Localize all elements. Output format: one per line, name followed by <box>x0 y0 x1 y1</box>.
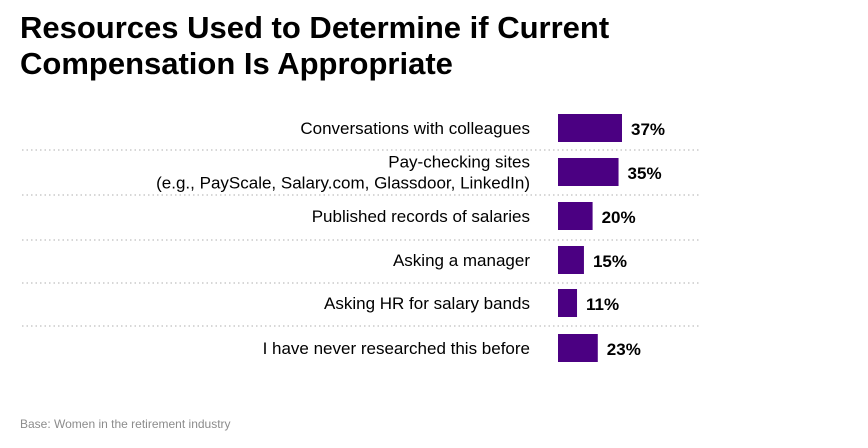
bar <box>558 246 584 274</box>
category-label: I have never researched this before <box>263 339 530 358</box>
bar <box>558 289 578 317</box>
chart-title-line-2: Compensation Is Appropriate <box>20 46 453 81</box>
category-label-line: Published records of salaries <box>312 207 530 226</box>
chart-title-line-1: Resources Used to Determine if Current <box>20 10 610 45</box>
value-label: 37% <box>631 120 665 139</box>
bar <box>558 114 622 142</box>
value-label: 11% <box>586 295 619 314</box>
category-label-line: Asking HR for salary bands <box>324 294 530 313</box>
category-label: Conversations with colleagues <box>300 119 530 138</box>
value-label: 23% <box>607 340 641 359</box>
category-label: Pay-checking sites (e.g., PayScale, Salar… <box>156 153 530 193</box>
category-label-line: (e.g., PayScale, Salary.com, Glassdoor, … <box>156 174 530 193</box>
base-footnote: Base: Women in the retirement industry <box>20 417 231 431</box>
chart-title: Resources Used to Determine if Current C… <box>20 10 780 82</box>
value-label: 35% <box>628 164 662 183</box>
value-label: 15% <box>593 252 627 271</box>
bar <box>558 158 619 186</box>
category-label: Published records of salaries <box>312 207 530 226</box>
category-label: Asking HR for salary bands <box>324 294 530 313</box>
bar <box>558 202 593 230</box>
category-label-line: Conversations with colleagues <box>300 119 530 138</box>
category-label: Asking a manager <box>393 251 530 270</box>
category-label-line: Pay-checking sites <box>388 153 530 172</box>
category-label-line: Asking a manager <box>393 251 530 270</box>
category-label-line: I have never researched this before <box>263 339 530 358</box>
value-label: 20% <box>602 208 636 227</box>
bar <box>558 334 598 362</box>
